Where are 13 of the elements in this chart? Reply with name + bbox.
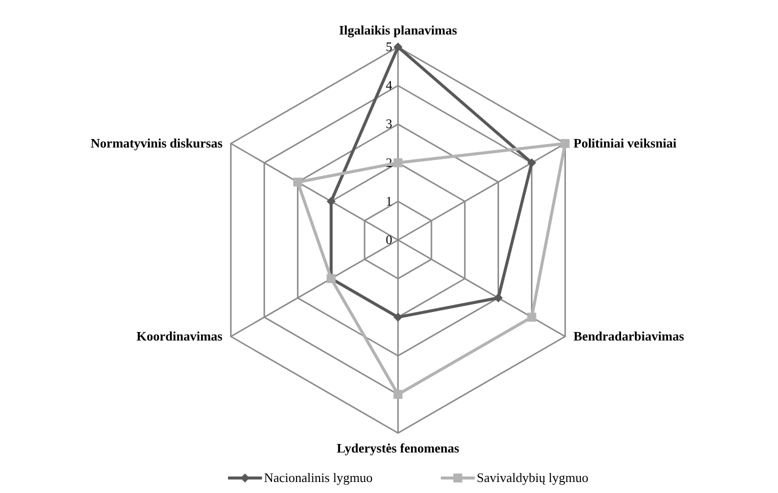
legend-label: Savivaldybių lygmuo <box>476 470 588 485</box>
spoke-label: Ilgalaikis planavimas <box>338 22 458 38</box>
y-tick-label: 3 <box>386 116 392 132</box>
legend-label: Nacionalinis lygmuo <box>264 470 373 485</box>
spoke-label: Bendradarbiavimas <box>574 328 684 344</box>
spoke-label: Politiniai veiksniai <box>574 136 677 150</box>
spoke-label: Koordinavimas <box>136 328 222 344</box>
y-tick-label: 0 <box>386 232 392 247</box>
y-tick-label: 4 <box>386 78 393 93</box>
spoke-label: Lyderystės fenomenas <box>336 440 460 456</box>
y-tick-label: 5 <box>386 39 392 54</box>
y-tick-label: 1 <box>386 193 392 208</box>
spoke-label: Normatyvinis diskursas <box>90 136 222 150</box>
